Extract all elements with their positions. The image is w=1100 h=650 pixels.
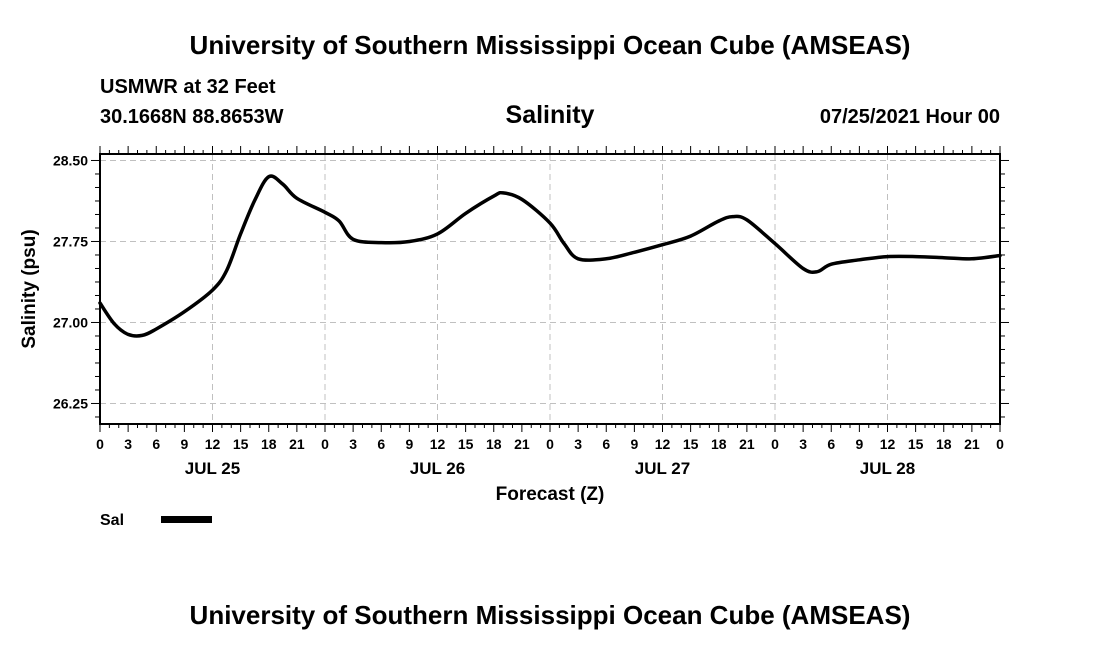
x-tick-label: 21 bbox=[514, 436, 530, 452]
x-tick-label: 21 bbox=[739, 436, 755, 452]
legend-swatch bbox=[161, 516, 212, 523]
series-line-sal bbox=[98, 174, 1002, 338]
x-tick-label: 15 bbox=[683, 436, 699, 452]
station-label: USMWR at 32 Feet bbox=[100, 76, 276, 98]
x-tick-label: 0 bbox=[996, 436, 1004, 452]
y-tick-label: 26.25 bbox=[53, 395, 88, 411]
x-tick-label: 3 bbox=[349, 436, 357, 452]
x-tick-label: 9 bbox=[180, 436, 188, 452]
x-tick-label: 21 bbox=[964, 436, 980, 452]
x-tick-label: 0 bbox=[96, 436, 104, 452]
y-tick-label: 28.50 bbox=[53, 152, 88, 168]
x-tick-label: 3 bbox=[799, 436, 807, 452]
x-tick-label: 15 bbox=[458, 436, 474, 452]
date-label: JUL 28 bbox=[860, 459, 915, 478]
x-tick-label: 15 bbox=[908, 436, 924, 452]
date-label: JUL 25 bbox=[185, 459, 240, 478]
x-tick-label: 6 bbox=[827, 436, 835, 452]
legend-label: Sal bbox=[100, 512, 124, 529]
y-tick-label: 27.00 bbox=[53, 314, 88, 330]
grid-lines bbox=[100, 154, 1000, 424]
x-tick-label: 18 bbox=[711, 436, 727, 452]
forecast-date-label: 07/25/2021 Hour 00 bbox=[819, 106, 1000, 128]
date-label: JUL 26 bbox=[410, 459, 465, 478]
x-tick-label: 18 bbox=[261, 436, 277, 452]
x-tick-label: 21 bbox=[289, 436, 305, 452]
axis-ticks bbox=[91, 146, 1009, 432]
date-label: JUL 27 bbox=[635, 459, 690, 478]
legend: Sal bbox=[100, 512, 212, 529]
x-tick-label: 0 bbox=[546, 436, 554, 452]
x-tick-label: 15 bbox=[233, 436, 249, 452]
x-tick-label: 3 bbox=[124, 436, 132, 452]
x-axis-title: Forecast (Z) bbox=[496, 484, 605, 505]
x-tick-label: 18 bbox=[486, 436, 502, 452]
footer-title: University of Southern Mississippi Ocean… bbox=[189, 600, 911, 630]
x-tick-label: 12 bbox=[655, 436, 671, 452]
x-tick-label: 9 bbox=[630, 436, 638, 452]
x-tick-label: 6 bbox=[377, 436, 385, 452]
x-tick-label: 12 bbox=[205, 436, 221, 452]
y-axis-title: Salinity (psu) bbox=[19, 229, 40, 348]
coordinates-label: 30.1668N 88.8653W bbox=[100, 106, 284, 128]
axis-labels: 26.25 27.00 27.75 28.50 0 3 6 9 12 15 18 21 0 3 6 9 12 15… bbox=[53, 152, 1004, 478]
x-tick-label: 6 bbox=[602, 436, 610, 452]
x-tick-label: 0 bbox=[321, 436, 329, 452]
x-tick-label: 0 bbox=[771, 436, 779, 452]
x-tick-label: 9 bbox=[405, 436, 413, 452]
x-tick-label: 18 bbox=[936, 436, 952, 452]
x-tick-label: 9 bbox=[855, 436, 863, 452]
x-tick-label: 3 bbox=[574, 436, 582, 452]
chart-title: Salinity bbox=[505, 101, 595, 129]
main-title: University of Southern Mississippi Ocean… bbox=[189, 30, 911, 60]
x-tick-label: 6 bbox=[152, 436, 160, 452]
x-tick-label: 12 bbox=[880, 436, 896, 452]
y-tick-label: 27.75 bbox=[53, 233, 88, 249]
x-tick-label: 12 bbox=[430, 436, 446, 452]
